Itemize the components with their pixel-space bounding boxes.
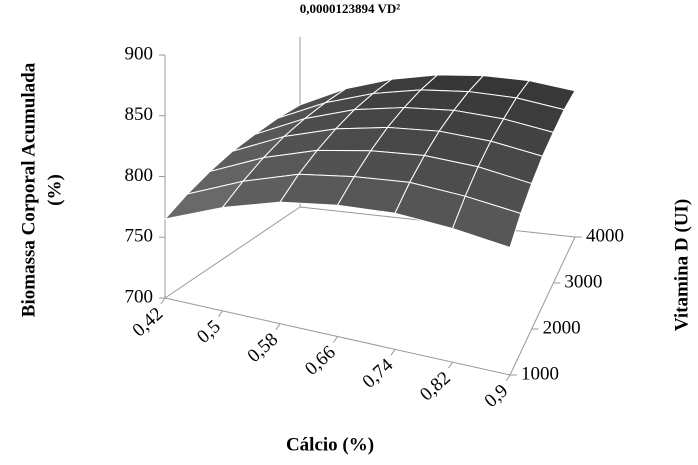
x-tick <box>505 374 511 382</box>
x-tick <box>390 349 396 356</box>
x-tick-label: 0,66 <box>301 342 340 380</box>
z-tick-label: 1000 <box>521 363 559 384</box>
x-tick-label: 0,74 <box>359 354 398 392</box>
y-tick-label: 750 <box>125 226 154 247</box>
z-tick-label: 3000 <box>564 271 602 292</box>
x-tick-label: 0,58 <box>244 329 283 367</box>
x-tick <box>333 336 338 343</box>
x-tick-label: 0,9 <box>481 380 513 411</box>
axis-line <box>509 236 576 376</box>
x-tick-label: 0,42 <box>129 303 168 341</box>
x-tick <box>275 323 281 330</box>
x-tick <box>218 310 223 318</box>
y-tick-label: 900 <box>125 43 154 64</box>
x-tick <box>448 361 453 369</box>
y-axis-label: (%) <box>44 174 65 206</box>
x-tick-label: 0,82 <box>416 368 455 406</box>
x-tick <box>160 297 166 305</box>
y-tick-label: 850 <box>125 104 154 125</box>
surface-cell <box>451 195 522 249</box>
y-tick-label: 700 <box>125 286 154 307</box>
chart-title: 0,0000123894 VD² <box>300 1 401 16</box>
axis-line <box>164 206 301 299</box>
z-tick-label: 2000 <box>543 317 581 338</box>
y-tick-label: 800 <box>125 165 154 186</box>
z-tick-label: 4000 <box>586 225 624 246</box>
y-axis-label: Biomassa Corporal Acumulada <box>18 62 39 317</box>
z-axis-label: Vitamina D (UI) <box>671 199 692 331</box>
x-axis-label: Cálcio (%) <box>286 434 374 455</box>
x-tick-label: 0,5 <box>193 316 225 347</box>
